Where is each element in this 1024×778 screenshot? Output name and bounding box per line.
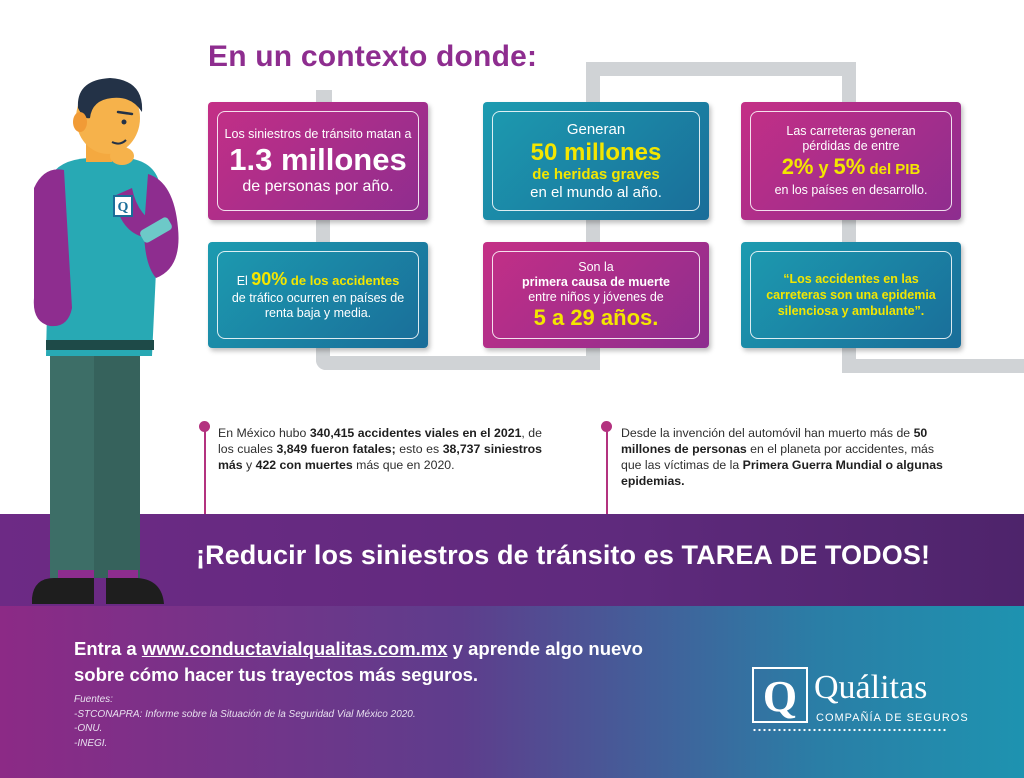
connector-pipe xyxy=(586,345,600,370)
card-text: en el mundo al año. xyxy=(530,183,662,201)
stat-text: Desde la invención del automóvil han mue… xyxy=(621,426,914,440)
pin-dot xyxy=(601,421,612,432)
connector-pipe xyxy=(842,359,1024,373)
source-item: -INEGI. xyxy=(74,737,108,749)
logo-dots xyxy=(752,728,948,732)
cta-text: Entra a xyxy=(74,638,142,659)
card-highlight: del PIB xyxy=(865,161,921,178)
world-stats-text: Desde la invención del automóvil han mue… xyxy=(621,425,955,489)
stat-bold: 50 millones de personas xyxy=(621,426,928,456)
logo-name: Quálitas xyxy=(814,669,928,706)
connector-pipe xyxy=(842,62,856,107)
card-text: en los países en desarrollo. xyxy=(774,183,928,197)
cta-text: y aprende algo nuevo sobre cómo hacer tu… xyxy=(74,638,643,685)
stat-bold: 340,415 accidentes viales en el 2021 xyxy=(309,426,522,440)
stat-bold: 38,737 siniestros más xyxy=(218,442,543,472)
stat-card-cause: Son la primera causa de muerte entre niñ… xyxy=(483,242,709,348)
pin-line xyxy=(606,430,608,514)
card-highlight-2: de los accidentes xyxy=(287,273,400,288)
card-joiner: y xyxy=(813,158,834,178)
quote-line: silenciosa y ambulante”. xyxy=(777,304,925,318)
stat-bold: Primera Guerra Mundial o algunas epidemi… xyxy=(621,458,943,488)
card-highlight: 2% xyxy=(781,154,814,179)
mexico-stats-text: En México hubo 340,415 accidentes viales… xyxy=(218,425,542,473)
card-text: entre niños y jóvenes de xyxy=(528,289,664,304)
connector-pipe xyxy=(586,62,856,76)
call-to-action: Entra a www.conductavialqualitas.com.mx … xyxy=(74,636,694,688)
quote-card: “Los accidentes en las carreteras son un… xyxy=(741,242,961,348)
pin-line xyxy=(204,430,206,514)
connector-pipe xyxy=(586,62,600,107)
connector-pipe xyxy=(586,215,600,245)
card-text: Son la xyxy=(578,259,614,274)
page-title: En un contexto donde: xyxy=(208,40,538,73)
pin-dot xyxy=(199,421,210,432)
card-highlight: 50 millones xyxy=(530,138,662,166)
stat-card-gdp: Las carreteras generan pérdidas de entre… xyxy=(741,102,961,220)
footer xyxy=(0,606,1024,778)
source-item: -STCONAPRA: Informe sobre la Situación d… xyxy=(74,708,416,720)
card-text: pérdidas de entre xyxy=(802,139,900,153)
connector-pipe xyxy=(316,356,600,370)
sources-title: Fuentes: xyxy=(74,694,113,705)
badge-letter: Q xyxy=(118,200,129,215)
stat-text: y xyxy=(242,458,256,472)
quote-line: carreteras son una epidemia xyxy=(766,288,936,302)
stat-text: esto es xyxy=(395,442,443,456)
logo-mark-letter: Q xyxy=(763,672,797,721)
stat-bold: 3,849 fueron fatales; xyxy=(276,442,396,456)
card-text: Los siniestros de tránsito matan a xyxy=(224,126,412,141)
card-highlight: 90% xyxy=(251,269,288,289)
qualitas-logo-mark: Q xyxy=(752,667,808,723)
stat-text: más que en 2020. xyxy=(352,458,455,472)
card-text: El xyxy=(236,274,252,288)
stat-bold: 422 con muertes xyxy=(255,458,353,472)
sources: Fuentes: -STCONAPRA: Informe sobre la Si… xyxy=(74,693,416,751)
stat-card-injuries: Generan 50 millones de heridas graves en… xyxy=(483,102,709,220)
card-text: Generan xyxy=(566,120,626,138)
banner xyxy=(0,514,1024,606)
card-text: de personas por año. xyxy=(242,177,394,195)
card-text: Las carreteras generan xyxy=(786,124,916,138)
card-highlight-2: de heridas graves xyxy=(532,165,660,183)
stat-text: , de los cuales xyxy=(218,426,542,456)
stat-card-deaths: Los siniestros de tránsito matan a 1.3 m… xyxy=(208,102,428,220)
banner-slogan: ¡Reducir los siniestros de tránsito es T… xyxy=(196,540,931,570)
connector-pipe xyxy=(316,215,330,245)
card-text: renta baja y media. xyxy=(264,306,372,320)
qualitas-q-icon: Q xyxy=(763,672,797,721)
connector-pipe xyxy=(842,215,856,245)
quote-line: “Los accidentes en las xyxy=(783,272,919,286)
stat-card-low-income: El 90% de los accidentes de tráfico ocur… xyxy=(208,242,428,348)
card-text: de tráfico ocurren en países de xyxy=(231,291,405,305)
logo-subtitle: COMPAÑÍA DE SEGUROS xyxy=(816,712,969,724)
stat-text: en el planeta por accidentes, más que la… xyxy=(621,442,935,472)
card-bold: primera causa de muerte xyxy=(522,274,670,289)
stat-text: En México hubo xyxy=(218,426,310,440)
source-item: -ONU. xyxy=(74,723,103,734)
card-highlight: 5% xyxy=(833,154,866,179)
card-highlight: 5 a 29 años. xyxy=(533,304,659,330)
thinking-man-legs xyxy=(32,508,164,604)
website-link[interactable]: www.conductavialqualitas.com.mx xyxy=(141,638,448,659)
card-highlight: 1.3 millones xyxy=(229,141,407,177)
